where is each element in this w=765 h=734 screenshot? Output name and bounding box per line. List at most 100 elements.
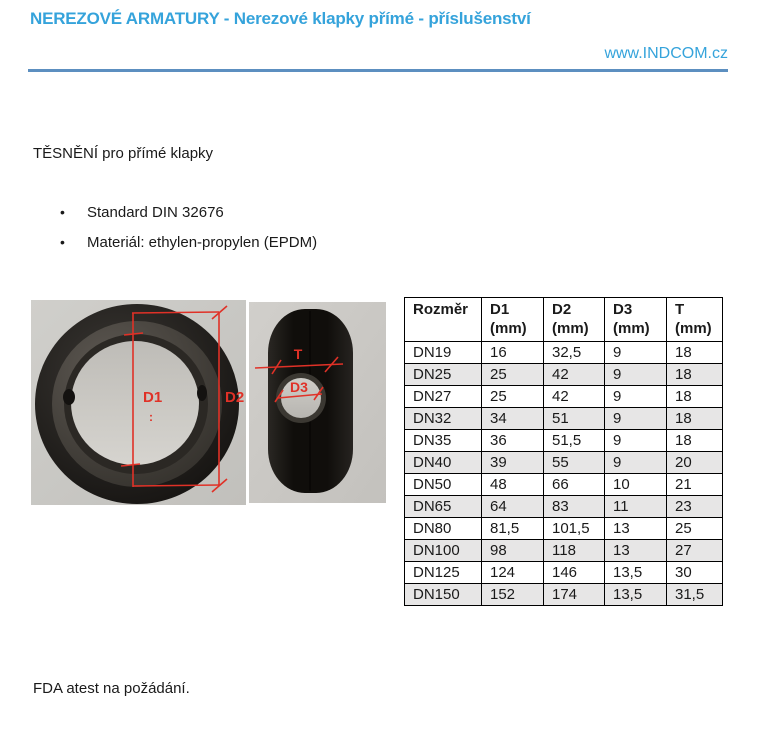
table-cell-d2: 83 xyxy=(543,495,605,518)
table-cell-dn: DN35 xyxy=(404,429,482,452)
table-cell-d1: 64 xyxy=(481,495,544,518)
table-row: DN125 124 146 13,5 30 xyxy=(404,561,723,584)
table-row: DN35 36 51,5 9 18 xyxy=(404,429,723,452)
table-row: DN32 34 51 9 18 xyxy=(404,407,723,430)
column-header-d3: D3 (mm) xyxy=(604,297,667,342)
table-cell-d3: 9 xyxy=(604,363,667,386)
column-header-d2: D2 (mm) xyxy=(543,297,605,342)
table-cell-t: 18 xyxy=(666,429,723,452)
column-header-d1: D1 (mm) xyxy=(481,297,544,342)
table-cell-d3: 11 xyxy=(604,495,667,518)
table-cell-d1: 98 xyxy=(481,539,544,562)
table-cell-d3: 9 xyxy=(604,341,667,364)
table-cell-d3: 13,5 xyxy=(604,561,667,584)
table-header-row: Rozměr D1 (mm) D2 (mm) D3 (mm) T (mm) xyxy=(404,297,723,342)
gasket-front-photo: D1 : D2 xyxy=(31,300,246,505)
d2-dimension-label: D2 xyxy=(225,389,244,406)
dimension-annotations-front: D1 : D2 xyxy=(120,305,244,493)
table-cell-dn: DN19 xyxy=(404,341,482,364)
table-cell-d3: 13,5 xyxy=(604,583,667,606)
table-cell-dn: DN125 xyxy=(404,561,482,584)
bullet-list: • Standard DIN 32676 • Materiál: ethylen… xyxy=(60,204,317,264)
table-cell-d1: 39 xyxy=(481,451,544,474)
table-cell-t: 18 xyxy=(666,363,723,386)
d3-dimension-label: D3 xyxy=(290,379,308,395)
table-cell-d2: 101,5 xyxy=(543,517,605,540)
table-row: DN80 81,5 101,5 13 25 xyxy=(404,517,723,540)
table-cell-dn: DN150 xyxy=(404,583,482,606)
table-cell-d2: 118 xyxy=(543,539,605,562)
bullet-text: Materiál: ethylen-propylen (EPDM) xyxy=(87,234,318,251)
table-cell-d1: 124 xyxy=(481,561,544,584)
table-cell-d1: 81,5 xyxy=(481,517,544,540)
table-cell-dn: DN40 xyxy=(404,451,482,474)
table-cell-d1: 25 xyxy=(481,385,544,408)
table-cell-t: 21 xyxy=(666,473,723,496)
table-row: DN19 16 32,5 9 18 xyxy=(404,341,723,364)
table-cell-dn: DN80 xyxy=(404,517,482,540)
t-dimension-label: T xyxy=(294,346,303,362)
table-cell-d3: 13 xyxy=(604,539,667,562)
table-cell-d3: 9 xyxy=(604,385,667,408)
table-row: DN150 152 174 13,5 31,5 xyxy=(404,583,723,606)
table-cell-d1: 16 xyxy=(481,341,544,364)
footer-note: FDA atest na požádání. xyxy=(33,680,190,697)
table-cell-d3: 9 xyxy=(604,407,667,430)
table-row: DN50 48 66 10 21 xyxy=(404,473,723,496)
table-cell-t: 18 xyxy=(666,407,723,430)
gasket-ring-front xyxy=(35,304,239,504)
header-divider xyxy=(28,69,728,72)
table-cell-d3: 13 xyxy=(604,517,667,540)
table-cell-dn: DN65 xyxy=(404,495,482,518)
gasket-side-photo: T D3 xyxy=(249,302,386,503)
gasket-ring-side xyxy=(268,309,353,493)
table-cell-d1: 25 xyxy=(481,363,544,386)
table-cell-d2: 51 xyxy=(543,407,605,430)
table-cell-d1: 48 xyxy=(481,473,544,496)
table-cell-t: 18 xyxy=(666,385,723,408)
table-row: DN100 98 118 13 27 xyxy=(404,539,723,562)
table-cell-d1: 34 xyxy=(481,407,544,430)
table-cell-t: 20 xyxy=(666,451,723,474)
table-row: DN27 25 42 9 18 xyxy=(404,385,723,408)
table-cell-dn: DN25 xyxy=(404,363,482,386)
table-cell-dn: DN50 xyxy=(404,473,482,496)
table-cell-t: 31,5 xyxy=(666,583,723,606)
list-item: • Materiál: ethylen-propylen (EPDM) xyxy=(60,234,317,251)
table-row: DN40 39 55 9 20 xyxy=(404,451,723,474)
table-cell-t: 30 xyxy=(666,561,723,584)
table-cell-dn: DN100 xyxy=(404,539,482,562)
table-cell-t: 25 xyxy=(666,517,723,540)
table-cell-d2: 55 xyxy=(543,451,605,474)
table-cell-d3: 9 xyxy=(604,451,667,474)
table-cell-d3: 10 xyxy=(604,473,667,496)
bullet-text: Standard DIN 32676 xyxy=(87,204,224,221)
table-cell-d1: 152 xyxy=(481,583,544,606)
table-cell-d1: 36 xyxy=(481,429,544,452)
table-cell-t: 23 xyxy=(666,495,723,518)
website-link[interactable]: www.INDCOM.cz xyxy=(604,45,728,62)
table-cell-dn: DN27 xyxy=(404,385,482,408)
page-title: NEREZOVÉ ARMATURY - Nerezové klapky přím… xyxy=(30,9,531,28)
dimension-annotations-side: T D3 xyxy=(254,346,344,403)
table-cell-d2: 66 xyxy=(543,473,605,496)
bullet-icon: • xyxy=(60,204,65,220)
table-row: DN65 64 83 11 23 xyxy=(404,495,723,518)
table-cell-t: 18 xyxy=(666,341,723,364)
table-cell-d2: 174 xyxy=(543,583,605,606)
table-cell-d2: 51,5 xyxy=(543,429,605,452)
bullet-icon: • xyxy=(60,234,65,250)
column-header-rozmer: Rozměr xyxy=(404,297,482,342)
list-item: • Standard DIN 32676 xyxy=(60,204,317,221)
section-title: TĚSNĚNÍ pro přímé klapky xyxy=(33,145,214,162)
dimensions-table: Rozměr D1 (mm) D2 (mm) D3 (mm) T (mm) DN19 16… xyxy=(404,297,723,606)
colon-mark: : xyxy=(149,410,153,424)
d1-dimension-label: D1 xyxy=(143,389,162,406)
table-body: DN19 16 32,5 9 18 DN25 25 42 9 18 DN27 25 42 9 18 DN32 3… xyxy=(404,341,723,606)
table-cell-d2: 42 xyxy=(543,363,605,386)
column-header-t: T (mm) xyxy=(666,297,723,342)
table-cell-d2: 42 xyxy=(543,385,605,408)
table-row: DN25 25 42 9 18 xyxy=(404,363,723,386)
table-cell-d3: 9 xyxy=(604,429,667,452)
